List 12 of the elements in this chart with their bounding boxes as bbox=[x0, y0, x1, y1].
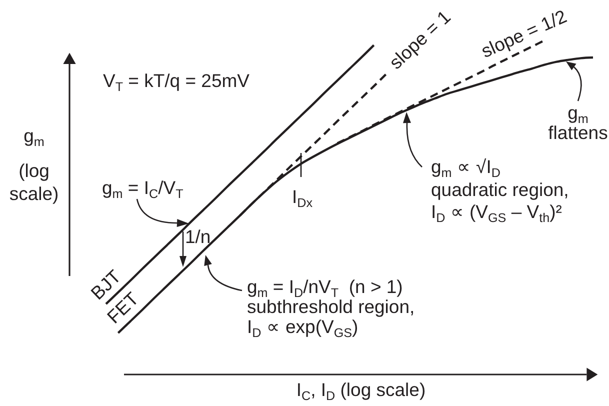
annotation: g$_{m}$ flattens bbox=[547, 102, 609, 143]
annotation: I$_{Dx}$ bbox=[292, 186, 313, 210]
annotation: 1/n bbox=[185, 226, 211, 247]
y-axis-title: g$_{m}$ (log scale) bbox=[8, 124, 60, 205]
text: slope = 1/2 bbox=[477, 5, 570, 62]
annotation: quadratic region, bbox=[431, 178, 569, 200]
annotation: g$_{m}$ ∝ √I$_{D}$ bbox=[431, 156, 500, 180]
annotation: I$_{D}$ ∝ exp(V$_{GS}$) bbox=[247, 316, 358, 340]
annotation: I$_{D}$ ∝ (V$_{GS}$ – V$_{th}$)² bbox=[431, 201, 562, 226]
x-axis-title: I$_{C}$, I$_{D}$ (log scale) bbox=[295, 378, 427, 403]
annotation: g$_{m}$ = I$_{C}$/V$_{T}$ bbox=[102, 176, 184, 201]
annotation: V$_{T}$ = kT/q = 25mV bbox=[103, 70, 250, 94]
